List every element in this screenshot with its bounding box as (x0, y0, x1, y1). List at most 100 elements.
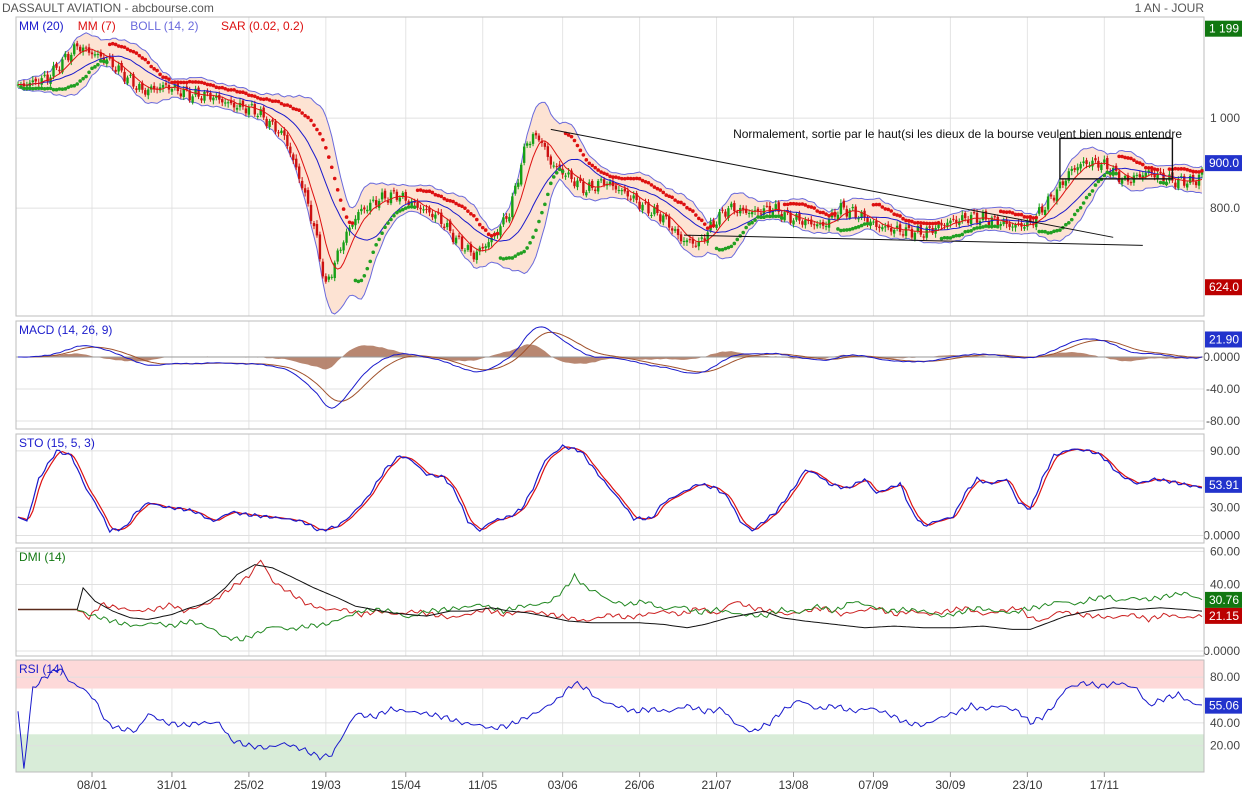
candle-body-104 (324, 276, 328, 282)
candle-body-238 (721, 209, 724, 211)
panel-frame-4 (15, 659, 1205, 773)
sar-dot-178 (543, 202, 547, 207)
candle-body-298 (898, 224, 902, 232)
sar-dot-339 (1019, 212, 1024, 217)
sar-dot-385 (1155, 167, 1160, 172)
sar-dot-278 (839, 228, 843, 233)
candle-body-356 (1070, 168, 1073, 171)
candle-body-315 (949, 220, 952, 224)
candle-body-119 (369, 202, 372, 211)
candle-body-43 (144, 90, 147, 95)
candle-body-372 (1117, 171, 1121, 183)
candle-body-14 (58, 69, 61, 72)
candle-body-60 (194, 88, 197, 95)
sar-dot-315 (948, 236, 953, 240)
sar-dot-91 (285, 103, 290, 107)
sar-dot-299 (901, 216, 905, 221)
ytick-label-1: 40.00 (1210, 716, 1240, 730)
sar-dot-79 (250, 93, 254, 98)
sar-dot-217 (658, 188, 663, 192)
sar-dot-205 (623, 176, 627, 181)
sar-dot-308 (927, 221, 932, 226)
sar-dot-336 (1010, 211, 1015, 215)
candle-body-284 (857, 218, 860, 220)
sar-dot-171 (522, 249, 526, 254)
candle-body-139 (428, 207, 431, 213)
candle-body-168 (514, 185, 517, 194)
sar-dot-50 (164, 75, 168, 80)
panel-frame-1 (15, 320, 1205, 430)
sar-dot-121 (374, 243, 378, 247)
sar-dot-84 (264, 97, 269, 101)
sar-dot-135 (415, 188, 420, 193)
sar-dot-259 (782, 202, 787, 207)
sar-dot-162 (495, 231, 500, 236)
candle-body-145 (446, 222, 449, 228)
candle-body-380 (1141, 175, 1144, 178)
candle-body-81 (256, 115, 259, 117)
sar-dot-76 (241, 90, 245, 94)
sar-dot-163 (498, 256, 503, 260)
candle-body-251 (759, 213, 763, 215)
sar-dot-44 (146, 60, 151, 65)
sar-dot-338 (1016, 212, 1021, 217)
sar-dot-368 (1105, 170, 1110, 175)
legend-3: SAR (0.02, 0.2) (221, 19, 304, 33)
candle-body-290 (875, 220, 878, 227)
candle-body-105 (327, 276, 330, 280)
sar-dot-139 (427, 189, 432, 194)
candle-body-6 (34, 78, 37, 82)
sar-dot-33 (113, 42, 118, 47)
bollinger-band-fill (18, 32, 1202, 315)
candle-body-158 (484, 246, 487, 249)
sar-dot-221 (670, 195, 674, 200)
sar-dot-372 (1117, 154, 1121, 159)
candle-body-231 (700, 237, 703, 239)
candle-body-45 (150, 86, 153, 90)
candle-body-336 (1011, 226, 1014, 228)
candle-body-85 (268, 120, 271, 128)
sar-dot-3 (25, 86, 29, 91)
candle-body-35 (120, 62, 123, 71)
sar-dot-48 (158, 72, 162, 77)
sar-dot-240 (726, 245, 731, 250)
sar-dot-329 (990, 224, 994, 229)
candle-body-121 (374, 200, 378, 206)
candle-body-357 (1073, 168, 1076, 170)
candle-body-241 (730, 203, 733, 208)
last-value-box-0 (1205, 591, 1242, 608)
mm20-line (17, 55, 1203, 242)
sar-dot-318 (957, 233, 962, 238)
x-tick-label-3: 19/03 (311, 778, 341, 792)
candle-body-136 (419, 207, 422, 210)
sar-dot-252 (762, 215, 766, 219)
candle-body-20 (76, 43, 79, 47)
bollinger-upper (17, 32, 1203, 231)
candle-body-113 (351, 224, 354, 227)
sar-dot-394 (1182, 167, 1187, 171)
candle-body-142 (437, 212, 440, 214)
sar-dot-334 (1004, 210, 1009, 214)
sar-dot-26 (93, 65, 97, 69)
sar-dot-311 (936, 221, 941, 225)
sar-dot-110 (341, 207, 346, 211)
candle-body-278 (839, 203, 843, 215)
candle-body-283 (854, 206, 857, 218)
candle-body-277 (836, 214, 840, 220)
sar-dot-292 (880, 205, 885, 209)
sar-dot-38 (128, 48, 133, 53)
sar-dot-295 (889, 209, 893, 213)
candle-body-256 (774, 204, 777, 210)
x-tick-label-6: 03/06 (548, 778, 578, 792)
candle-body-312 (940, 222, 943, 226)
sar-dot-125 (386, 221, 390, 225)
last-value-label-1: 21.15 (1209, 609, 1239, 623)
sar-dot-64 (205, 82, 210, 87)
sar-dot-264 (797, 202, 802, 206)
sar-dot-157 (480, 225, 485, 230)
sar-dot-369 (1108, 171, 1113, 176)
sar-dot-301 (907, 218, 911, 223)
candle-body-224 (679, 234, 683, 242)
sar-dot-167 (510, 256, 515, 260)
sar-dot-317 (954, 233, 959, 238)
